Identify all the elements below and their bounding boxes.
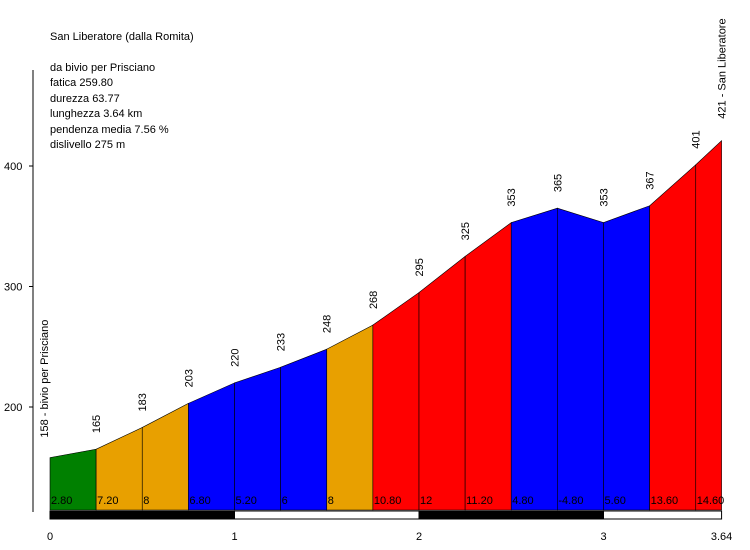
elevation-label: 233 (276, 333, 288, 351)
elevation-label: 353 (599, 188, 611, 206)
y-tick-label: 200 (4, 402, 22, 414)
info-fatica: fatica 259.80 (50, 77, 113, 89)
elevation-label: 268 (368, 291, 380, 309)
elevation-label: 248 (322, 315, 334, 333)
profile-segment (603, 205, 650, 511)
segment-grade-label: 5.60 (605, 495, 626, 507)
profile-segment (649, 164, 697, 511)
x-tick-label: 3.64 (711, 531, 732, 543)
km-scale-segment (603, 510, 723, 520)
profile-title: San Liberatore (dalla Romita) (50, 31, 194, 43)
x-tick-label: 0 (47, 531, 53, 543)
x-tick-label: 1 (231, 531, 237, 543)
elevation-label: 325 (460, 222, 472, 240)
segment-grade-label: 6.80 (189, 495, 210, 507)
end-label: 421 - San Liberatore (717, 18, 729, 118)
elevation-label: 367 (645, 171, 657, 189)
segment-grade-label: 8 (143, 495, 149, 507)
profile-segment (188, 382, 235, 511)
segment-grade-label: 11.20 (466, 495, 493, 507)
info-pendenza: pendenza media 7.56 % (50, 123, 169, 136)
profile-segment (418, 255, 466, 511)
segment-grade-label: 14.60 (697, 495, 725, 507)
elevation-label: 203 (183, 369, 195, 387)
segment-grade-label: 13.60 (651, 495, 679, 507)
profile-segment (372, 291, 420, 511)
x-tick-label: 2 (416, 531, 422, 543)
elevation-label: 353 (506, 188, 518, 206)
segment-grade-label: 10.80 (374, 495, 402, 507)
x-tick-label: 3 (600, 531, 606, 543)
y-tick-label: 400 (4, 161, 22, 173)
elevation-label: 401 (691, 130, 703, 148)
info-lunghezza: lunghezza 3.64 km (50, 108, 143, 120)
profile-segment (141, 402, 189, 511)
segment-grade-label: 2.80 (51, 495, 72, 507)
profile-segment (695, 140, 722, 511)
start-label: 158 - bivio per Prisciano (39, 320, 51, 438)
segment-grade-label: 7.20 (97, 495, 118, 507)
segment-grade-label: 8 (328, 495, 334, 507)
elevation-label: 220 (230, 349, 242, 367)
elevation-label: 365 (552, 174, 564, 192)
km-scale-segment (418, 510, 604, 520)
y-tick-label: 300 (4, 282, 22, 294)
elevation-label: 295 (414, 258, 426, 276)
profile-segment (557, 207, 604, 511)
info-durezza: durezza 63.77 (50, 92, 120, 105)
info-dislivello: dislivello 275 m (50, 139, 126, 151)
profile-info: San Liberatore (dalla Romita) da bivio p… (50, 30, 194, 154)
segment-grade-label: 5.20 (236, 495, 257, 507)
profile-segment (326, 324, 374, 511)
profile-segment (280, 348, 328, 511)
segment-grade-label: 4.80 (512, 495, 533, 507)
segment-grade-label: -4.80 (558, 495, 583, 507)
profile-segment (464, 222, 512, 511)
segment-grade-label: 6 (282, 495, 288, 507)
profile-segment (234, 366, 281, 511)
km-scale-segment (49, 510, 235, 520)
profile-segment (510, 207, 558, 511)
km-scale-segment (234, 510, 420, 520)
elevation-label: 165 (91, 415, 103, 433)
info-start: da bivio per Prisciano (50, 61, 156, 74)
segment-grade-label: 12 (420, 495, 432, 507)
elevation-label: 183 (137, 393, 149, 411)
